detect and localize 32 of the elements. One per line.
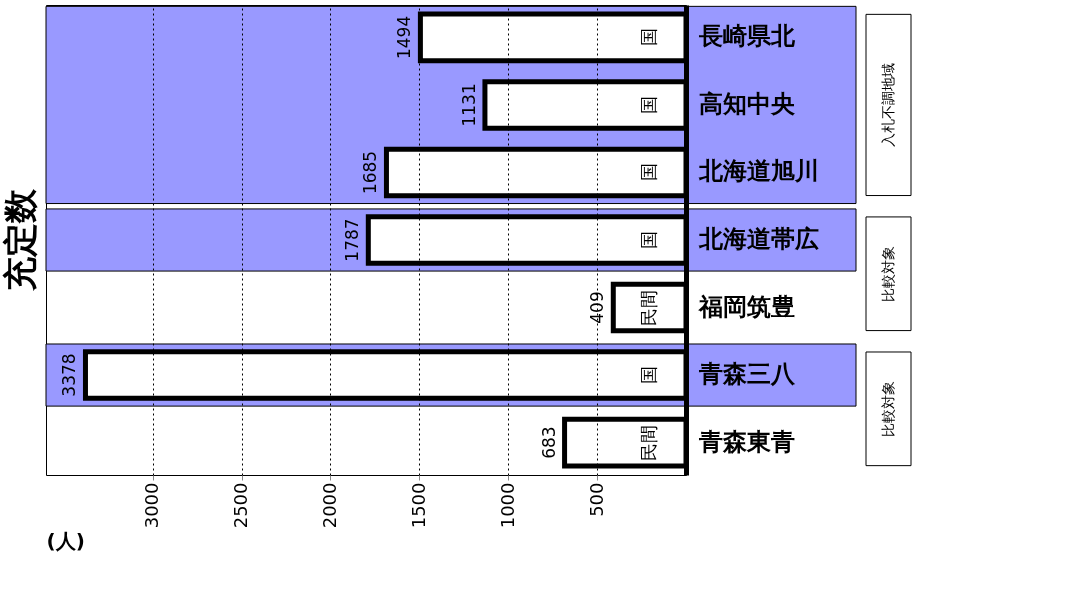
x-tick-label: 1000 xyxy=(496,482,518,529)
text: 民間 xyxy=(638,289,659,326)
text: 国 xyxy=(638,28,659,47)
data-label: 1494 xyxy=(394,15,415,60)
x-tick-label: 500 xyxy=(585,482,607,517)
data-label: 3378 xyxy=(59,353,80,397)
text: 国 xyxy=(638,366,659,385)
x-tick-label: 2000 xyxy=(318,482,340,529)
y-tick-label: 北海道旭川 xyxy=(697,157,819,186)
data-label: 1685 xyxy=(360,150,381,195)
y-tick-label: 北海道帯広 xyxy=(697,225,819,253)
x-tick-label: 1500 xyxy=(407,482,429,529)
y-tick-label: 青森三八 xyxy=(697,360,796,389)
text: 充定数 xyxy=(0,188,41,292)
text: 比較対象 xyxy=(879,380,896,437)
text: 国 xyxy=(638,163,659,182)
y-tick-label: 青森東青 xyxy=(697,427,795,456)
data-label: 683 xyxy=(538,426,559,459)
x-tick-label: 3000 xyxy=(141,482,163,529)
text: 国 xyxy=(638,231,659,249)
y-tick-label: 福岡筑豊 xyxy=(697,292,795,321)
y-tick-label: 高知中央 xyxy=(698,89,796,118)
data-label: 1787 xyxy=(342,218,363,262)
x-tick-label: 2500 xyxy=(230,482,252,529)
text: 比較対象 xyxy=(879,245,896,302)
y-tick-label: 長崎県北 xyxy=(697,22,796,51)
data-label: 1131 xyxy=(458,83,479,127)
series-label: 国 xyxy=(638,95,659,114)
x-axis-title: (人) xyxy=(46,529,85,554)
data-label: 409 xyxy=(587,291,608,324)
series-label: 民間 xyxy=(638,424,659,461)
text: 入札不調地域 xyxy=(879,62,896,147)
